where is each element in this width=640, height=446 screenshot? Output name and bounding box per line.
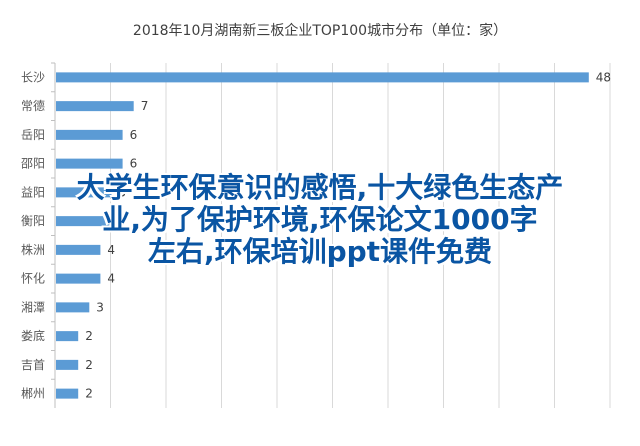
data-label: 2 bbox=[85, 358, 93, 372]
data-label: 5 bbox=[119, 185, 127, 199]
category-tick-label: 常德 bbox=[21, 98, 45, 113]
category-tick-label: 湘潭 bbox=[21, 299, 45, 314]
category-tick-label: 岳阳 bbox=[21, 128, 45, 142]
bar bbox=[56, 388, 79, 399]
labels: 长沙 48 常德 7 岳阳 6 邵阳 6 益阳 5 衡阳 5 株洲 4 怀化 4 湘潭 3 娄底 2 吉首 2 郴州 2 bbox=[21, 70, 611, 400]
category-tick-label: 长沙 bbox=[21, 70, 45, 84]
data-label: 6 bbox=[130, 128, 138, 142]
bar bbox=[56, 359, 79, 370]
bar bbox=[56, 158, 123, 169]
axes bbox=[51, 62, 56, 408]
data-label: 4 bbox=[107, 243, 115, 257]
gridlines bbox=[54, 63, 611, 408]
bar bbox=[56, 244, 101, 255]
data-label: 3 bbox=[96, 300, 104, 314]
category-tick-label: 衡阳 bbox=[21, 214, 45, 228]
bar bbox=[56, 216, 112, 227]
category-tick-label: 娄底 bbox=[21, 328, 45, 343]
data-label: 7 bbox=[141, 99, 149, 113]
category-tick-label: 怀化 bbox=[21, 272, 45, 286]
bar bbox=[56, 101, 134, 112]
category-tick-label: 郴州 bbox=[21, 387, 45, 401]
data-label: 4 bbox=[107, 272, 115, 286]
bar bbox=[56, 129, 123, 140]
bar bbox=[56, 187, 112, 198]
bar bbox=[56, 72, 589, 83]
category-tick-label: 邵阳 bbox=[21, 157, 45, 171]
data-label: 48 bbox=[596, 70, 611, 84]
data-label: 5 bbox=[119, 214, 127, 228]
data-label: 2 bbox=[85, 329, 93, 343]
bar bbox=[56, 302, 90, 313]
category-tick-label: 吉首 bbox=[21, 358, 45, 372]
bars bbox=[56, 72, 589, 399]
bar bbox=[56, 273, 101, 284]
category-tick-label: 株洲 bbox=[21, 242, 45, 257]
category-tick-label: 益阳 bbox=[21, 185, 45, 199]
data-label: 2 bbox=[85, 387, 93, 401]
bar bbox=[56, 331, 79, 342]
data-label: 6 bbox=[130, 157, 138, 171]
chart-title: 2018年10月湖南新三板企业TOP100城市分布（单位：家） bbox=[132, 23, 508, 39]
